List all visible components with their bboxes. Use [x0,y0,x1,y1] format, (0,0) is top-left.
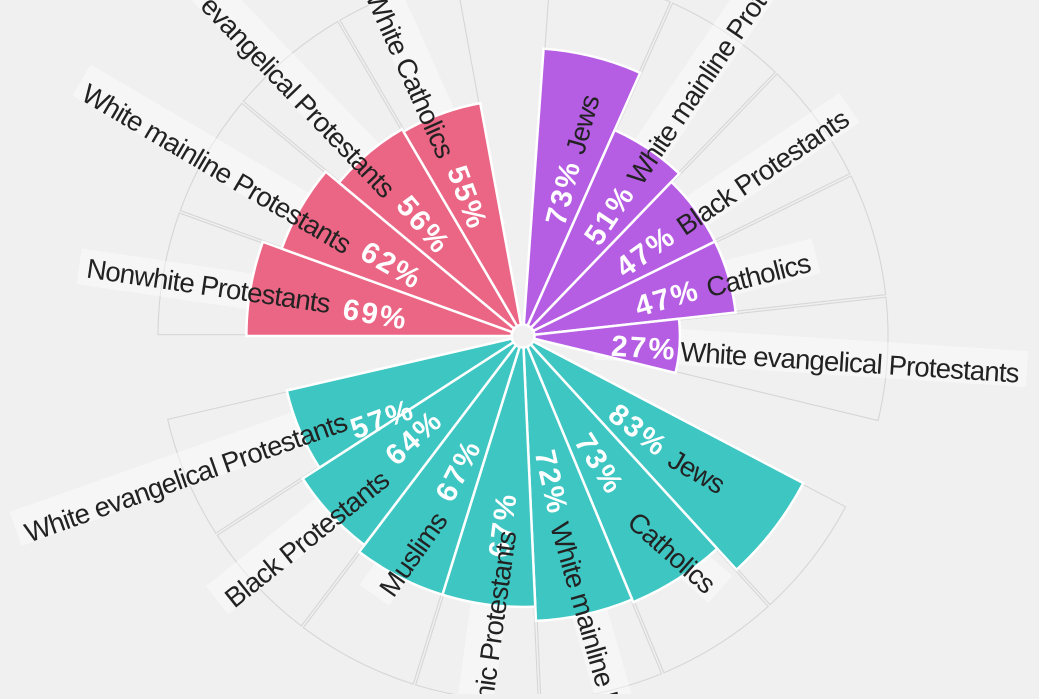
svg-text:27%: 27% [610,330,678,367]
